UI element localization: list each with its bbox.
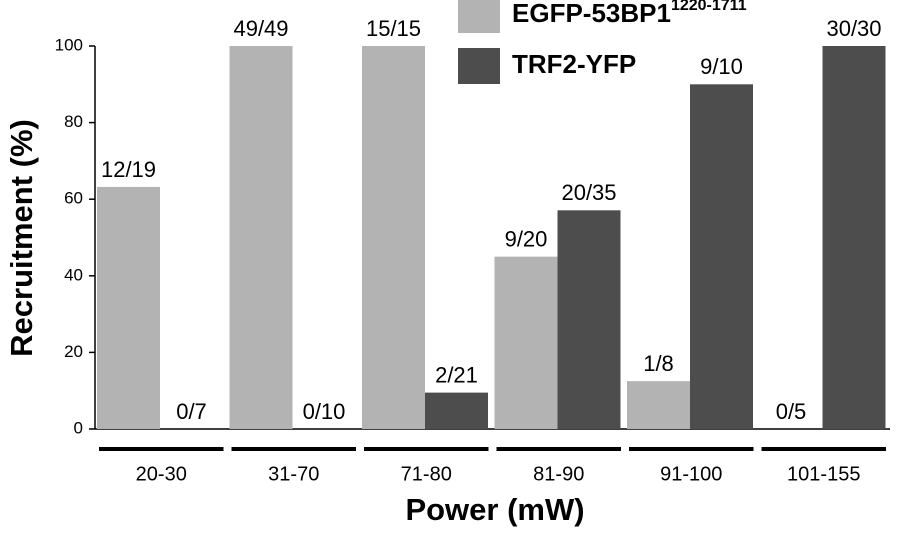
- bar: [690, 84, 753, 430]
- value-label: 0/5: [776, 399, 807, 424]
- x-tick-label: 91-100: [660, 463, 722, 485]
- x-tick-label: 101-155: [787, 463, 860, 485]
- y-axis-title: Recruitment (%): [4, 119, 39, 357]
- legend-name: EGFP-53BP1: [512, 0, 671, 28]
- y-tick-label: 20: [64, 342, 83, 361]
- y-tick-label: 0: [74, 418, 83, 437]
- bar: [425, 392, 488, 429]
- legend-swatch: [458, 48, 500, 84]
- value-label: 0/7: [176, 399, 207, 424]
- bar: [229, 46, 293, 429]
- bar: [627, 381, 690, 429]
- bar: [362, 46, 425, 429]
- value-label: 20/35: [561, 180, 616, 205]
- x-tick-label: 71-80: [401, 463, 452, 485]
- y-tick-label: 40: [64, 265, 83, 284]
- legend-label: TRF2-YFP: [512, 49, 636, 79]
- value-label: 30/30: [826, 16, 881, 41]
- x-axis-title: Power (mW): [405, 492, 584, 527]
- value-label: 49/49: [233, 16, 288, 41]
- y-tick-label: 60: [64, 189, 83, 208]
- bar: [97, 186, 160, 429]
- legend-swatch: [458, 0, 500, 33]
- bar: [822, 46, 886, 429]
- value-label: 0/10: [303, 399, 346, 424]
- legend-superscript: 1220-1711: [671, 0, 747, 14]
- x-tick-label: 81-90: [533, 463, 584, 485]
- value-label: 12/19: [101, 157, 156, 182]
- y-tick-label: 100: [55, 35, 83, 54]
- value-label: 2/21: [435, 362, 478, 387]
- legend-name: TRF2-YFP: [512, 49, 636, 79]
- y-tick-label: 80: [64, 112, 83, 131]
- x-tick-label: 20-30: [136, 463, 187, 485]
- value-label: 1/8: [643, 351, 674, 376]
- value-label: 15/15: [366, 16, 421, 41]
- legend-label: EGFP-53BP11220-1711: [512, 0, 747, 28]
- x-tick-label: 31-70: [268, 463, 319, 485]
- value-label: 9/20: [505, 226, 548, 251]
- bar: [557, 210, 621, 429]
- value-label: 9/10: [700, 54, 743, 79]
- bar: [494, 256, 558, 429]
